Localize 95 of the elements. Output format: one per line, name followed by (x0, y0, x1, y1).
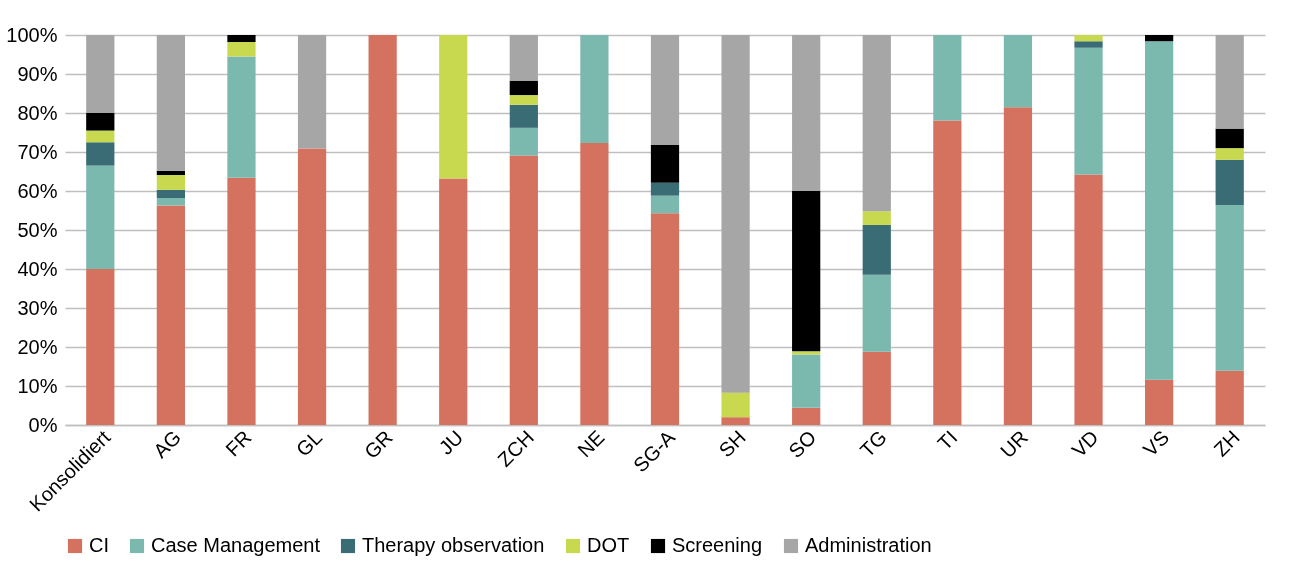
bar (792, 407, 821, 425)
x-tick-label: VS (1138, 426, 1174, 461)
bar (862, 274, 891, 352)
x-tick-label: VD (1067, 426, 1103, 462)
y-tick-label: 20% (17, 335, 58, 358)
bar (792, 351, 821, 355)
bar (509, 80, 538, 96)
bar (509, 95, 538, 105)
bar (933, 35, 962, 121)
y-tick-label: 40% (17, 257, 58, 280)
bar (86, 165, 115, 269)
bar (1215, 205, 1244, 371)
bar (862, 224, 891, 275)
y-tick-label: 30% (17, 296, 58, 319)
bar (650, 144, 680, 183)
x-tick-label: SO (784, 426, 821, 463)
bar (650, 35, 680, 145)
bar (227, 42, 256, 57)
bar (86, 142, 115, 166)
bar (1074, 174, 1103, 425)
bar (156, 175, 185, 190)
y-tick-label: 70% (17, 140, 58, 163)
y-tick-label: 0% (28, 413, 58, 436)
bar (862, 35, 891, 212)
y-tick-label: 90% (17, 62, 58, 85)
bar (1074, 41, 1103, 48)
bar (156, 189, 185, 199)
legend-label: DOT (587, 534, 630, 556)
bar (509, 155, 538, 425)
legend-label: Screening (672, 534, 763, 556)
bar (1074, 35, 1103, 42)
bar (509, 104, 538, 128)
bar (721, 35, 750, 393)
bar (792, 354, 821, 408)
bar (86, 35, 115, 113)
bar (650, 182, 680, 196)
bar (227, 56, 256, 178)
bar (509, 35, 538, 81)
bar (721, 417, 750, 425)
legend-label: Administration (805, 534, 932, 556)
x-tick-label: SH (714, 426, 750, 462)
bar (1215, 370, 1244, 425)
x-tick-label: FR (221, 426, 256, 461)
bar (933, 120, 962, 425)
bar (156, 205, 185, 425)
bar (86, 130, 115, 143)
bar (580, 35, 609, 144)
bar (1215, 128, 1244, 149)
bar (297, 148, 327, 425)
y-tick-label: 50% (17, 218, 58, 241)
bar (86, 269, 115, 425)
bar (368, 35, 397, 425)
x-tick-label: JU (434, 426, 468, 459)
bar (1003, 107, 1033, 425)
bar (156, 35, 185, 171)
bar (792, 35, 821, 191)
bar (1145, 35, 1174, 42)
x-tick-label: ZH (1209, 426, 1244, 461)
bar (721, 392, 750, 418)
bar (439, 35, 468, 179)
bar (439, 178, 468, 425)
bar (580, 143, 609, 425)
bar (227, 35, 256, 43)
x-tick-label: NE (573, 426, 609, 462)
bar (1215, 35, 1244, 129)
bar (156, 170, 185, 176)
bar (862, 351, 891, 425)
bar (1215, 159, 1244, 206)
legend-label: Therapy observation (362, 534, 545, 556)
y-tick-label: 10% (17, 374, 58, 397)
bar (1145, 379, 1174, 425)
legend-label: Case Management (151, 534, 321, 556)
legend-label: CI (89, 534, 109, 556)
x-tick-label: TI (933, 426, 962, 455)
y-tick-label: 100% (6, 23, 58, 46)
bar (1145, 41, 1174, 380)
x-tick-label: UR (996, 426, 1033, 463)
bar (650, 213, 680, 425)
bar (862, 211, 891, 225)
bar (227, 177, 256, 425)
bar (1074, 47, 1103, 175)
bar (156, 198, 185, 206)
x-tick-label: TG (855, 426, 891, 462)
x-tick-label: GR (360, 426, 397, 463)
bar (1003, 35, 1033, 108)
bar (792, 191, 821, 352)
bar (297, 35, 327, 149)
bar (86, 113, 115, 131)
bar (1215, 148, 1244, 160)
x-tick-label: AG (149, 426, 186, 463)
x-tick-label: GL (291, 426, 327, 461)
y-tick-label: 80% (17, 101, 58, 124)
y-tick-label: 60% (17, 179, 58, 202)
bar (509, 127, 538, 156)
bar (650, 195, 680, 214)
